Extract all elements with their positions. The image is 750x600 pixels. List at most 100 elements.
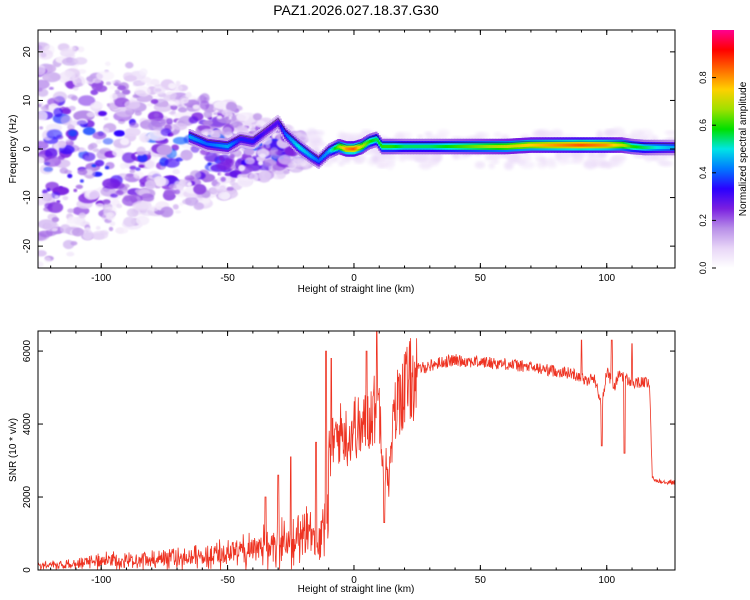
ridge-segment [306,152,310,156]
ridge-segment [414,145,417,148]
spectrogram-cell [44,202,53,209]
ridge-segment [620,143,624,147]
spectrogram-cell [95,139,102,144]
spectrogram-cell [124,75,137,82]
spectrogram-cell [437,129,450,138]
ridge-segment [479,145,483,148]
spectrogram-cell [67,208,74,213]
spectrogram-cell [202,120,213,126]
ridge-segment [466,145,469,148]
ridge-segment [416,145,419,148]
ridge-segment [273,123,276,127]
spectrogram-cell [174,210,182,214]
ridge-segment [628,144,631,148]
spectrogram-cell [160,206,174,218]
ridge-segment [341,146,345,150]
spectrogram-cell [111,80,116,84]
ridge-segment [291,139,295,143]
ridge-segment [212,143,216,147]
ridge-segment [673,146,675,149]
ridge-segment [444,145,448,148]
spectrogram-cell [73,188,78,193]
ridge-segment [460,145,463,148]
ridge-segment [407,145,410,148]
spectrogram-cell [76,82,83,87]
ridge-segment [564,143,568,147]
ridge-segment [473,145,477,148]
spectrogram-cell [168,111,175,115]
ridge-segment [188,135,191,139]
spectrogram-cell [77,168,88,176]
spectrogram-cell [60,108,72,115]
spectrogram-cell [38,199,45,206]
spectrogram-cell [243,148,255,156]
spectrogram-cell [168,83,177,89]
ridge-segment [360,145,363,149]
spectrogram-cell [600,161,611,167]
ridge-segment [619,143,622,147]
ridge-segment [200,140,204,144]
ridge-segment [270,125,273,129]
spectrogram-cell [77,147,87,152]
snr-xtick-label: 0 [351,575,357,586]
ridge-segment [232,141,235,145]
spectrogram-cell [76,120,87,126]
spectrogram-cell [159,177,170,186]
ridge-segment [282,129,285,133]
ridge-segment [226,145,229,148]
spectrogram-cell [493,132,502,138]
ridge-segment [555,143,558,147]
ridge-segment [443,145,446,148]
spectrogram-cell [180,149,193,161]
spectrogram-cell [651,153,668,162]
ridge-segment [294,142,298,146]
spectrogram-cell [197,196,204,201]
ridge-segment [420,145,423,148]
spectrogram-cell [42,75,49,80]
ridge-segment [215,143,219,147]
ridge-segment [514,144,518,148]
ridge-segment [343,146,346,150]
ridge-segment [256,136,260,140]
ridge-segment [593,143,596,147]
snr-ytick-label: 0 [22,567,33,573]
ridge-segment [561,143,565,147]
spectrogram-cell [221,109,233,117]
spectrogram-cell [104,61,111,66]
ridge-segment [567,143,571,147]
ridge-segment [601,143,604,147]
ridge-segment [379,143,383,147]
spectrogram-cell [540,131,555,138]
ridge-segment [364,142,367,146]
spectrogram-cell [203,178,208,183]
spectrogram-cell [90,101,104,109]
ridge-segment [261,132,264,136]
ridge-segment [363,143,366,147]
spectrogram-cell [546,160,558,169]
spectrogram-cell [151,117,166,128]
spectrogram-cell [126,208,139,218]
ridge-segment [276,121,279,125]
spectrogram-cell [224,172,231,177]
spectrogram-cell [43,256,52,263]
spectrogram-cell [252,113,263,121]
spectrogram-cell [417,134,424,139]
spectrogram-cell [376,158,390,167]
ridge-segment [666,146,669,149]
ridge-segment [642,146,645,149]
ridge-segment [423,145,427,148]
ridge-segment [667,146,671,149]
ridge-segment [649,146,652,149]
ridge-segment [323,153,326,157]
spectrogram-cell [139,132,151,143]
spectrogram-cell [46,129,63,140]
spectrogram-cell [65,80,73,87]
ridge-segment [316,158,319,162]
snr-xtick-label: 100 [598,575,615,586]
ridge-segment [587,143,590,147]
spectrogram-cell [132,200,152,211]
spectrogram-cell [161,101,169,107]
colorbar-tick-label: 0.2 [698,214,708,227]
ridge-segment [585,143,589,147]
spectrogram-cell [114,89,121,94]
